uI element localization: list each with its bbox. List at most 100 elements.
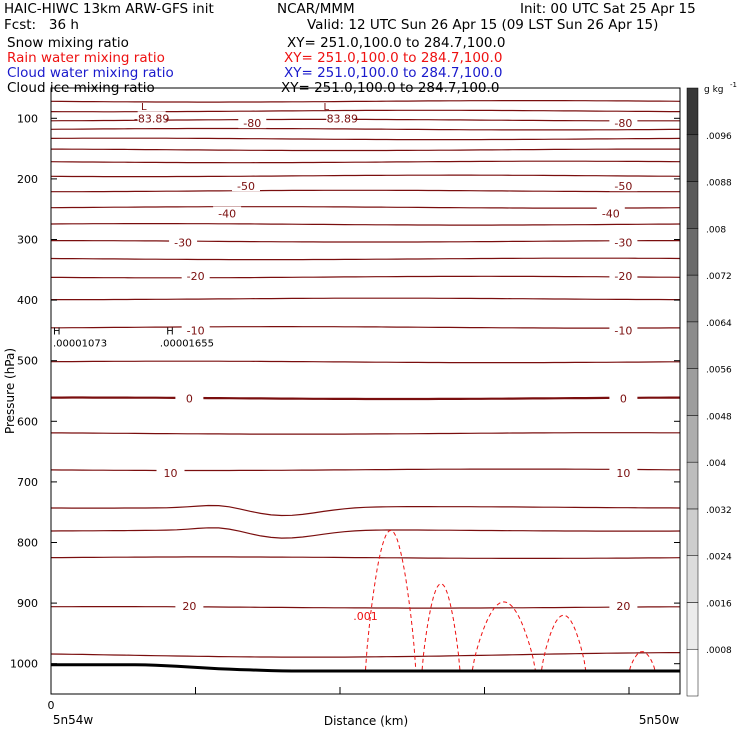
field-label-cloud-water: Cloud water mixing ratio — [7, 65, 174, 81]
y-tick-label: 700 — [17, 476, 38, 489]
colorbar-swatch — [686, 602, 699, 650]
x-axis — [50, 687, 630, 694]
temperature-labels: -83.89 -83.89 -80 -80 -50 -50 -40 -40 -30 -30 -20 -… — [134, 111, 638, 613]
colorbar-level-label: .0032 — [706, 506, 732, 516]
temperature-label: -20 — [187, 270, 205, 283]
isotherm-line — [51, 432, 680, 435]
temperature-label: -40 — [602, 207, 620, 220]
isotherm-contours — [50, 100, 681, 658]
colorbar-level-label: .0048 — [706, 412, 732, 422]
label-mask — [156, 465, 185, 478]
temperature-label: -40 — [218, 207, 236, 220]
temperature-label: 0 — [186, 392, 193, 405]
valid-label: Valid: 12 UTC Sun 26 Apr 15 (09 LST Sun … — [307, 17, 659, 33]
label-mask — [238, 116, 267, 129]
isotherm-line — [50, 360, 680, 364]
colorbar-level-label: .0096 — [706, 132, 732, 142]
colorbar-swatch — [686, 555, 699, 603]
colorbar-swatch — [686, 321, 699, 369]
label-mask — [609, 599, 638, 612]
isotherm-line — [51, 148, 680, 152]
colorbar-swatch — [686, 274, 699, 323]
extrema-label: L — [141, 102, 147, 113]
colorbar-swatch — [686, 87, 699, 136]
colorbar-level-label: .0056 — [706, 366, 732, 376]
label-mask — [609, 323, 638, 336]
isotherm-line — [50, 257, 681, 261]
y-tick-label: 100 — [17, 112, 38, 125]
rain-contour — [421, 583, 461, 670]
label-mask — [181, 268, 210, 281]
colorbar-swatch — [686, 228, 699, 276]
colorbar-swatch — [686, 181, 699, 229]
init-label: Init: 00 UTC Sat 25 Apr 15 — [520, 1, 696, 17]
label-mask — [175, 391, 204, 404]
colorbar-level-label: .008 — [706, 225, 726, 235]
label-mask — [609, 391, 638, 404]
temperature-label: -50 — [237, 180, 255, 193]
colorbar-swatch — [686, 415, 699, 463]
temperature-label: 10 — [164, 467, 178, 480]
isotherm-line — [50, 137, 681, 141]
extrema-label: H — [53, 326, 61, 337]
x-origin-label: 0 — [48, 699, 55, 712]
fcst-label: Fcst: 36 h — [4, 17, 79, 33]
field-label-rain: Rain water mixing ratio — [7, 50, 165, 66]
label-mask — [609, 116, 638, 129]
label-mask — [609, 235, 638, 248]
isotherm-line — [50, 223, 681, 226]
rain-contours: .001 — [353, 529, 656, 670]
temperature-label: -80 — [243, 117, 261, 130]
title-left: HAIC-HIWC 13km ARW-GFS init — [4, 1, 214, 17]
colorbar-level-label: .0016 — [706, 599, 732, 609]
field-xy-rain: XY= 251.0,100.0 to 284.7,100.0 — [284, 50, 503, 66]
isotherm-line — [50, 468, 680, 472]
colorbar-level-label: .004 — [706, 459, 726, 469]
temperature-label: 10 — [616, 467, 630, 480]
colorbar-level-label: .0008 — [706, 646, 732, 656]
label-mask — [596, 206, 625, 219]
isotherm-line — [50, 160, 681, 164]
colorbar-unit-label: g kg — [704, 85, 724, 95]
x-right-end-label: 5n50w — [639, 713, 680, 727]
temperature-label: -83.89 — [134, 112, 169, 125]
isotherm-line — [51, 297, 680, 301]
isotherm-line — [50, 527, 681, 539]
rain-contour-label: .001 — [353, 610, 378, 623]
y-tick-label: 800 — [17, 537, 38, 550]
y-tick-label: 600 — [17, 415, 38, 428]
temperature-label: -30 — [174, 237, 192, 250]
terrain-profile — [50, 663, 680, 673]
isotherm-line — [51, 396, 680, 401]
x-axis-title: Distance (km) — [324, 714, 408, 728]
isotherm-line — [51, 556, 681, 559]
y-tick-label: 900 — [17, 597, 38, 610]
temperature-label: -30 — [614, 237, 632, 250]
y-tick-label: 1000 — [10, 658, 38, 671]
colorbar-level-label: .0072 — [706, 272, 732, 282]
label-mask — [169, 235, 198, 248]
label-mask — [609, 179, 638, 192]
terrain-line — [50, 663, 680, 673]
temperature-label: -10 — [187, 324, 205, 337]
label-mask — [181, 323, 210, 336]
y-tick-label: 400 — [17, 294, 38, 307]
x-left-end-label: 5n54w — [53, 713, 94, 727]
rain-contour — [629, 651, 656, 670]
y-tick-label: 300 — [17, 234, 38, 247]
colorbar-swatch — [686, 134, 699, 182]
colorbar-unit-exponent: -1 — [730, 81, 737, 89]
extrema-label: .00001655 — [160, 339, 214, 350]
temperature-label: -10 — [614, 324, 632, 337]
label-mask — [213, 206, 242, 219]
label-mask — [609, 465, 638, 478]
isotherm-line — [51, 189, 680, 193]
y-tick-label: 500 — [17, 355, 38, 368]
plot-frame — [50, 87, 681, 695]
isotherm-line — [50, 206, 681, 209]
rain-contour — [365, 529, 417, 670]
center-label: NCAR/MMM — [277, 1, 355, 17]
field-xy-snow: XY= 251.0,100.0 to 284.7,100.0 — [287, 35, 506, 51]
